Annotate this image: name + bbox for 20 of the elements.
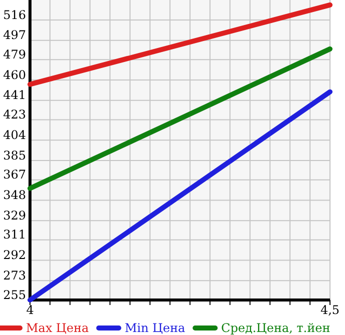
y-tick-label: 348 bbox=[3, 188, 26, 202]
y-tick-label: 497 bbox=[3, 28, 26, 42]
y-tick-label: 311 bbox=[3, 228, 26, 242]
x-tick-label: 4,5 bbox=[320, 303, 340, 317]
y-tick-label: 367 bbox=[3, 168, 26, 182]
y-tick-label: 423 bbox=[3, 108, 26, 122]
y-tick-label: 329 bbox=[3, 208, 26, 222]
y-tick-label: 255 bbox=[3, 288, 26, 302]
y-tick-label: 516 bbox=[3, 8, 26, 22]
y-tick-label: 385 bbox=[3, 148, 26, 162]
y-tick-label: 404 bbox=[3, 128, 26, 142]
y-tick-label: 479 bbox=[3, 47, 26, 62]
y-tick-label: 441 bbox=[3, 88, 26, 102]
y-tick-label: 273 bbox=[3, 268, 26, 282]
legend-label: Сред.Цена, т.йен bbox=[221, 321, 330, 335]
y-tick-label: 460 bbox=[3, 68, 26, 82]
legend-label: Min Цена bbox=[124, 321, 186, 335]
x-tick-label: 4 bbox=[26, 303, 34, 317]
y-tick-label: 292 bbox=[3, 248, 26, 262]
legend-label: Max Цена bbox=[26, 321, 89, 335]
